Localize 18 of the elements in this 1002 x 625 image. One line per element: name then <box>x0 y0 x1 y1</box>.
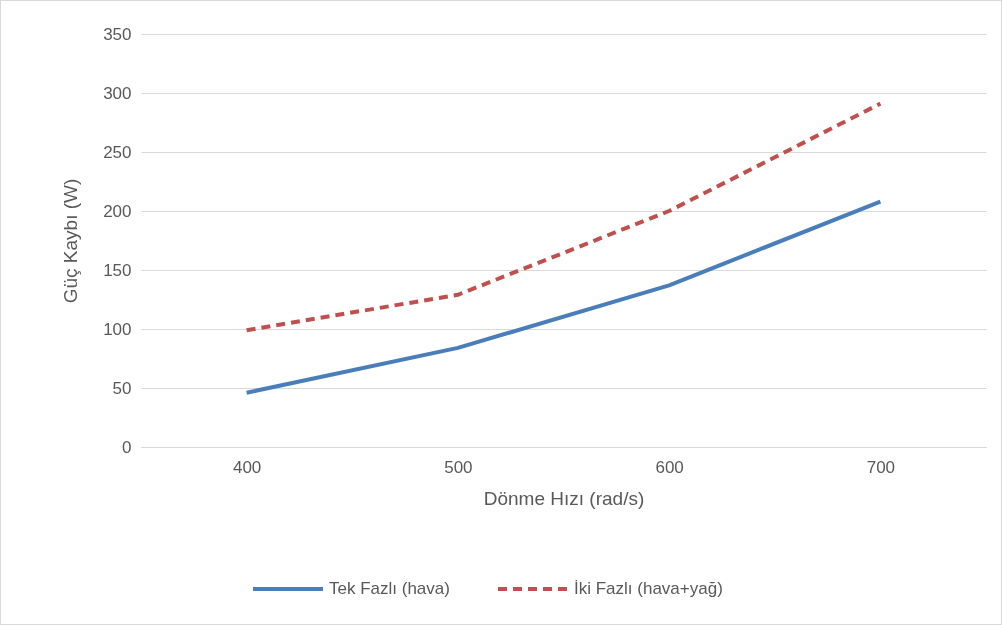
x-tick-label: 400 <box>232 457 262 477</box>
y-tick-label: 250 <box>103 142 132 162</box>
x-tick-label: 600 <box>655 457 684 477</box>
x-tick-label: 500 <box>444 457 473 477</box>
y-tick-label: 300 <box>103 83 132 103</box>
line-series <box>244 101 883 333</box>
y-tick-label: 150 <box>103 260 132 280</box>
x-tick-label: 700 <box>866 457 896 477</box>
line-series <box>244 199 883 395</box>
x-axis-title: Dönme Hızı (rad/s) <box>483 487 645 509</box>
y-tick-label: 50 <box>112 378 132 398</box>
legend-label: İki Fazlı (hava+yağ) <box>574 579 723 598</box>
y-tick-label: 200 <box>103 201 132 221</box>
y-tick-label: 100 <box>103 319 132 339</box>
y-axis-title: Güç Kaybı (W) <box>60 178 82 304</box>
legend-label: Tek Fazlı (hava) <box>329 579 450 598</box>
y-tick-label: 0 <box>122 437 132 457</box>
y-tick-label: 350 <box>103 24 132 44</box>
